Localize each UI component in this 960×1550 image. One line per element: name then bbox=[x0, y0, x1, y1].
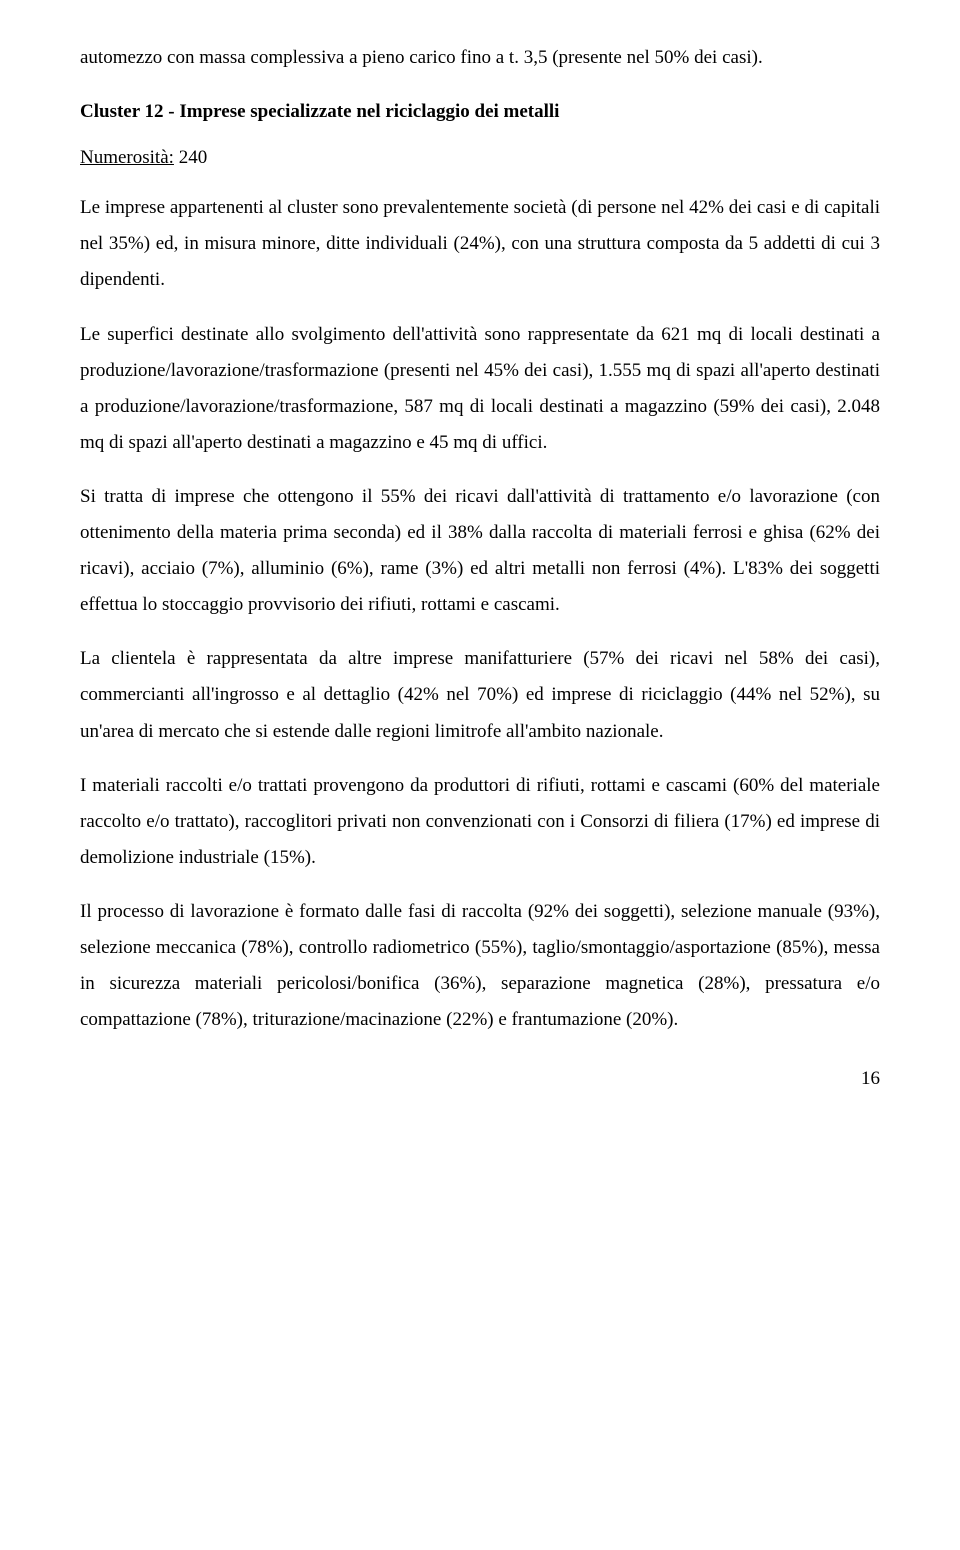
paragraph-structure: Le imprese appartenenti al cluster sono … bbox=[80, 190, 880, 298]
paragraph-revenue: Si tratta di imprese che ottengono il 55… bbox=[80, 479, 880, 623]
cluster-heading: Cluster 12 - Imprese specializzate nel r… bbox=[80, 94, 880, 130]
paragraph-surfaces: Le superfici destinate allo svolgimento … bbox=[80, 317, 880, 461]
numerosita-value: 240 bbox=[174, 147, 207, 168]
paragraph-materials: I materiali raccolti e/o trattati proven… bbox=[80, 768, 880, 876]
paragraph-process: Il processo di lavorazione è formato dal… bbox=[80, 894, 880, 1038]
paragraph-clientele: La clientela è rappresentata da altre im… bbox=[80, 641, 880, 749]
intro-fragment: automezzo con massa complessiva a pieno … bbox=[80, 40, 880, 76]
page-number: 16 bbox=[80, 1068, 880, 1090]
numerosita-label: Numerosità: bbox=[80, 147, 174, 168]
numerosita-line: Numerosità: 240 bbox=[80, 140, 880, 176]
